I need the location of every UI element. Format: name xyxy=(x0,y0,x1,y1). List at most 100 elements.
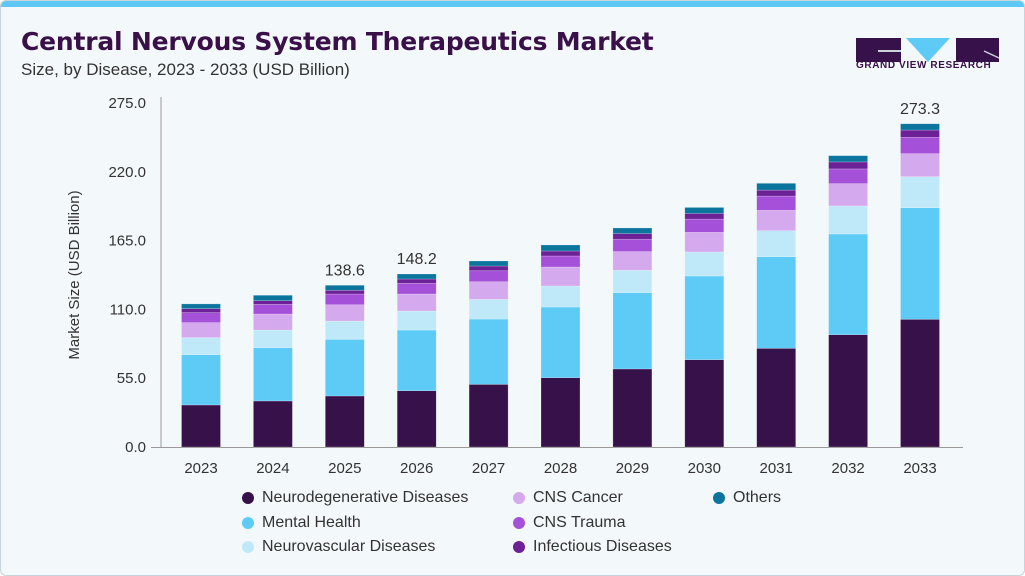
bar-segment-infectious-diseases xyxy=(540,250,581,257)
bar-segment-others xyxy=(540,244,581,252)
bar-segment-infectious-diseases xyxy=(900,129,940,138)
bar-segment-neurodegenerative-diseases xyxy=(468,384,509,448)
bar-segment-others xyxy=(468,260,509,267)
legend-label: Others xyxy=(733,489,782,506)
bar-segment-neurovascular-diseases xyxy=(756,230,797,258)
legend-swatch xyxy=(713,492,725,504)
legend-item: CNS Cancer xyxy=(513,489,623,507)
bar-segment-cns-cancer xyxy=(396,293,437,312)
legend-swatch xyxy=(242,492,254,504)
bar-segment-neurovascular-diseases xyxy=(684,251,725,277)
y-tick-label: 220.0 xyxy=(108,164,146,181)
bar-segment-neurovascular-diseases xyxy=(468,299,509,320)
x-tick-label: 2030 xyxy=(688,460,721,477)
bar-segment-cns-cancer xyxy=(468,281,509,300)
top-accent-bar xyxy=(1,1,1024,7)
bar-segment-neurovascular-diseases xyxy=(612,269,653,293)
bar-segment-neurodegenerative-diseases xyxy=(900,318,940,448)
bar-segment-mental-health xyxy=(612,292,653,370)
y-tick-label: 55.0 xyxy=(117,370,146,387)
bar-segment-others xyxy=(684,207,725,214)
bar-segment-others xyxy=(756,183,797,191)
bar-segment-cns-cancer xyxy=(756,210,797,232)
y-tick-label: 110.0 xyxy=(110,301,146,318)
bar-segment-neurodegenerative-diseases xyxy=(181,404,221,448)
logo-text: GRAND VIEW RESEARCH xyxy=(856,60,992,71)
bar-segment-neurovascular-diseases xyxy=(828,205,868,235)
bar-segment-cns-trauma xyxy=(253,303,293,315)
bar-segment-cns-trauma xyxy=(540,255,581,268)
y-axis-label: Market Size (USD Billion) xyxy=(66,190,83,359)
bar-segment-cns-trauma xyxy=(396,282,437,295)
legend-item: Mental Health xyxy=(242,514,361,532)
bar-segment-cns-cancer xyxy=(540,266,581,287)
legend-swatch xyxy=(513,492,525,504)
bar-segment-cns-trauma xyxy=(612,238,653,252)
bar-segment-infectious-diseases xyxy=(612,233,653,240)
legend-item: CNS Trauma xyxy=(513,514,626,532)
bar-segment-mental-health xyxy=(828,233,868,335)
bar-segment-others xyxy=(324,284,365,291)
bar-segment-neurodegenerative-diseases xyxy=(396,390,437,448)
y-tick-label: 165.0 xyxy=(108,233,146,250)
bar-segment-others xyxy=(396,273,437,280)
bar-segment-neurodegenerative-diseases xyxy=(684,359,725,448)
x-tick-label: 2027 xyxy=(472,460,505,477)
bar-segment-infectious-diseases xyxy=(253,300,293,305)
bar-segment-others xyxy=(900,123,940,131)
bar-segment-neurodegenerative-diseases xyxy=(756,348,797,448)
bar-segment-infectious-diseases xyxy=(468,265,509,272)
legend-item: Infectious Diseases xyxy=(513,538,672,556)
legend-swatch xyxy=(242,517,254,529)
bar-segment-neurovascular-diseases xyxy=(181,337,221,355)
legend-label: CNS Trauma xyxy=(533,514,626,531)
x-tick-label: 2026 xyxy=(400,460,433,477)
bar-segment-mental-health xyxy=(181,354,221,406)
legend-item: Neurovascular Diseases xyxy=(242,538,435,556)
data-label: 148.2 xyxy=(397,251,437,268)
x-tick-label: 2032 xyxy=(831,460,864,477)
chart-subtitle: Size, by Disease, 2023 - 2033 (USD Billi… xyxy=(21,60,350,79)
bar-segment-infectious-diseases xyxy=(828,161,868,170)
y-tick-label: 275.0 xyxy=(108,95,146,112)
bar-segment-cns-cancer xyxy=(900,153,940,177)
bar-segment-mental-health xyxy=(900,207,940,320)
bar-segment-cns-trauma xyxy=(181,312,221,323)
bar-segment-infectious-diseases xyxy=(684,213,725,220)
bar-segment-neurovascular-diseases xyxy=(253,329,293,348)
bar-segment-mental-health xyxy=(684,275,725,360)
bar-segment-cns-cancer xyxy=(324,304,365,322)
bar-segment-mental-health xyxy=(756,256,797,349)
x-tick-label: 2029 xyxy=(616,460,649,477)
bar-segment-mental-health xyxy=(468,318,509,385)
bar-segment-cns-cancer xyxy=(612,251,653,271)
bar-segment-neurodegenerative-diseases xyxy=(253,400,293,448)
legend-label: CNS Cancer xyxy=(533,489,623,506)
bar-segment-mental-health xyxy=(540,306,581,378)
bar-segment-others xyxy=(253,294,293,301)
legend-item: Neurodegenerative Diseases xyxy=(242,489,469,507)
bar-segment-neurovascular-diseases xyxy=(324,320,365,340)
legend-label: Neurodegenerative Diseases xyxy=(262,489,469,506)
bar-segment-others xyxy=(612,227,653,234)
bar-segment-others xyxy=(181,303,221,309)
legend-label: Infectious Diseases xyxy=(533,538,672,555)
bar-segment-cns-trauma xyxy=(324,293,365,306)
bar-segment-cns-trauma xyxy=(756,195,797,211)
grand-view-research-logo xyxy=(856,38,1000,62)
bar-segment-others xyxy=(828,155,868,163)
x-tick-label: 2033 xyxy=(903,460,936,477)
legend-swatch xyxy=(513,541,525,553)
x-tick-label: 2023 xyxy=(184,460,217,477)
bar-segment-mental-health xyxy=(324,338,365,397)
legend-swatch xyxy=(242,541,254,553)
chart-title: Central Nervous System Therapeutics Mark… xyxy=(21,27,654,56)
bar-segment-neurodegenerative-diseases xyxy=(540,377,581,448)
bar-segment-infectious-diseases xyxy=(756,189,797,197)
bar-segment-mental-health xyxy=(253,347,293,402)
bar-segment-neurodegenerative-diseases xyxy=(828,334,868,448)
x-tick-label: 2024 xyxy=(256,460,289,477)
y-tick-label: 0.0 xyxy=(125,439,146,456)
bar-segment-cns-trauma xyxy=(684,218,725,233)
